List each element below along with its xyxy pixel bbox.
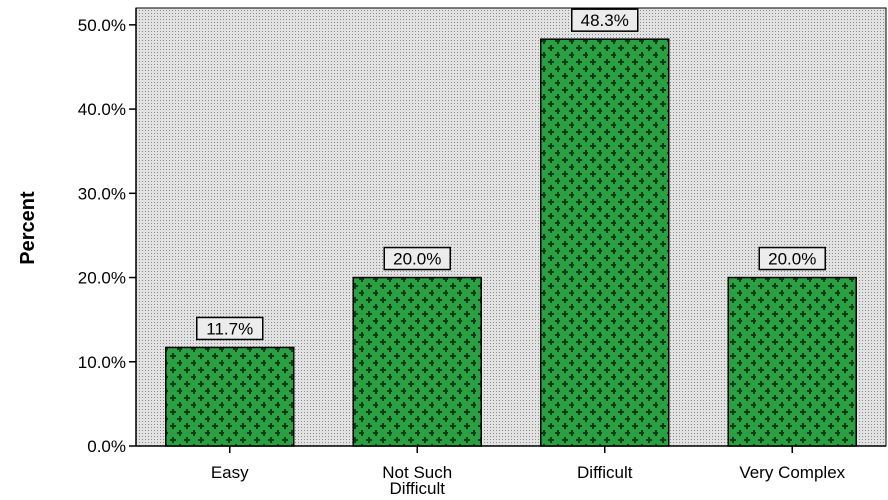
x-axis: [136, 445, 886, 453]
bar: [727, 276, 857, 447]
data-label-box: [571, 8, 639, 32]
data-label-text: 20.0%: [768, 250, 816, 269]
bar: [540, 38, 670, 447]
data-label-text: 48.3%: [581, 11, 629, 30]
y-axis: 0.0% 10.0% 20.0% 30.0% 40.0% 50.0%: [78, 8, 137, 456]
data-label-box: [196, 316, 264, 341]
category-label: Difficult: [577, 463, 633, 482]
y-tick-label: 40.0%: [78, 100, 126, 119]
data-labels: 11.7% 20.0% 48.3% 20.0%: [196, 8, 826, 341]
data-label: 11.7%: [196, 316, 264, 341]
y-tick-label: 50.0%: [78, 16, 126, 35]
y-tick-label: 0.0%: [87, 437, 126, 456]
category-labels: Easy Not Such Difficult Difficult Very Compl…: [211, 463, 846, 498]
y-tick-label: 20.0%: [78, 269, 126, 288]
data-label: 48.3%: [571, 8, 639, 32]
y-tick-label: 10.0%: [78, 353, 126, 372]
bars: [165, 38, 857, 447]
data-label-text: 11.7%: [206, 319, 253, 338]
bar: [352, 276, 482, 447]
category-label: Easy: [211, 463, 249, 482]
data-label-box: [383, 246, 451, 271]
data-label-box: [758, 246, 826, 271]
y-axis-title: Percent: [17, 191, 39, 265]
bar: [165, 346, 295, 447]
data-label-text: 20.0%: [393, 250, 441, 269]
category-label: Not Such Difficult: [382, 463, 452, 498]
y-tick-label: 30.0%: [78, 184, 126, 203]
data-label: 20.0%: [758, 246, 826, 271]
category-label: Very Complex: [739, 463, 845, 482]
data-label: 20.0%: [383, 246, 451, 271]
